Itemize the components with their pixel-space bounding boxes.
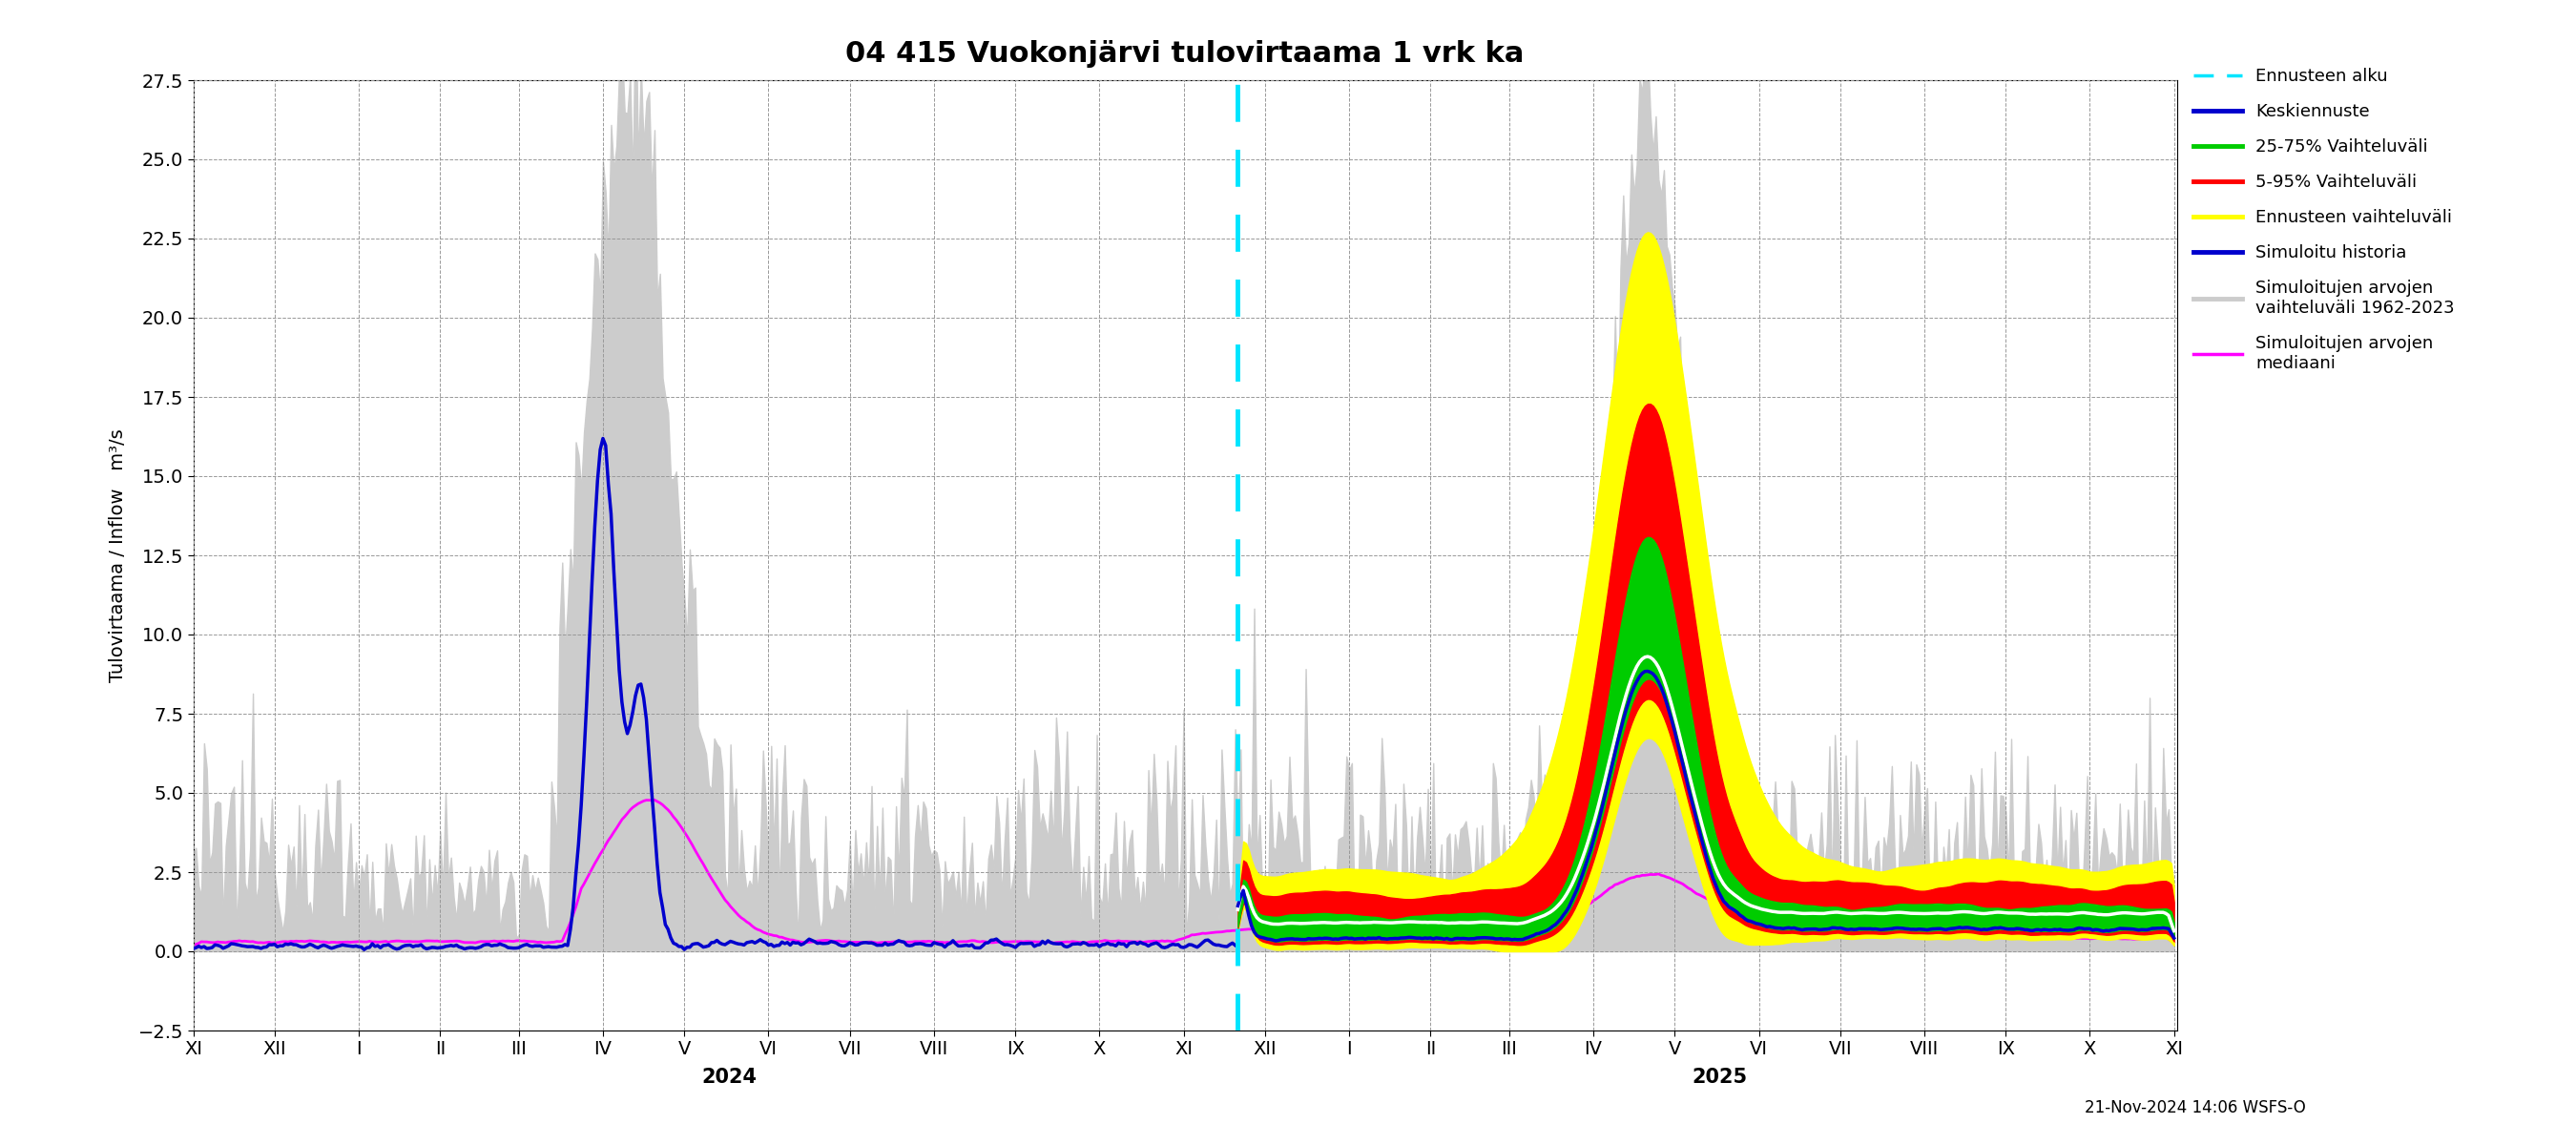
Text: 2024: 2024	[701, 1067, 757, 1087]
Legend: Ennusteen alku, Keskiennuste, 25-75% Vaihteluväli, 5-95% Vaihteluväli, Ennusteen: Ennusteen alku, Keskiennuste, 25-75% Vai…	[2187, 61, 2463, 379]
Text: 21-Nov-2024 14:06 WSFS-O: 21-Nov-2024 14:06 WSFS-O	[2084, 1099, 2306, 1116]
Title: 04 415 Vuokonjärvi tulovirtaama 1 vrk ka: 04 415 Vuokonjärvi tulovirtaama 1 vrk ka	[845, 40, 1525, 68]
Text: 2025: 2025	[1692, 1067, 1747, 1087]
Y-axis label: Tulovirtaama / Inflow   m³/s: Tulovirtaama / Inflow m³/s	[108, 428, 126, 682]
